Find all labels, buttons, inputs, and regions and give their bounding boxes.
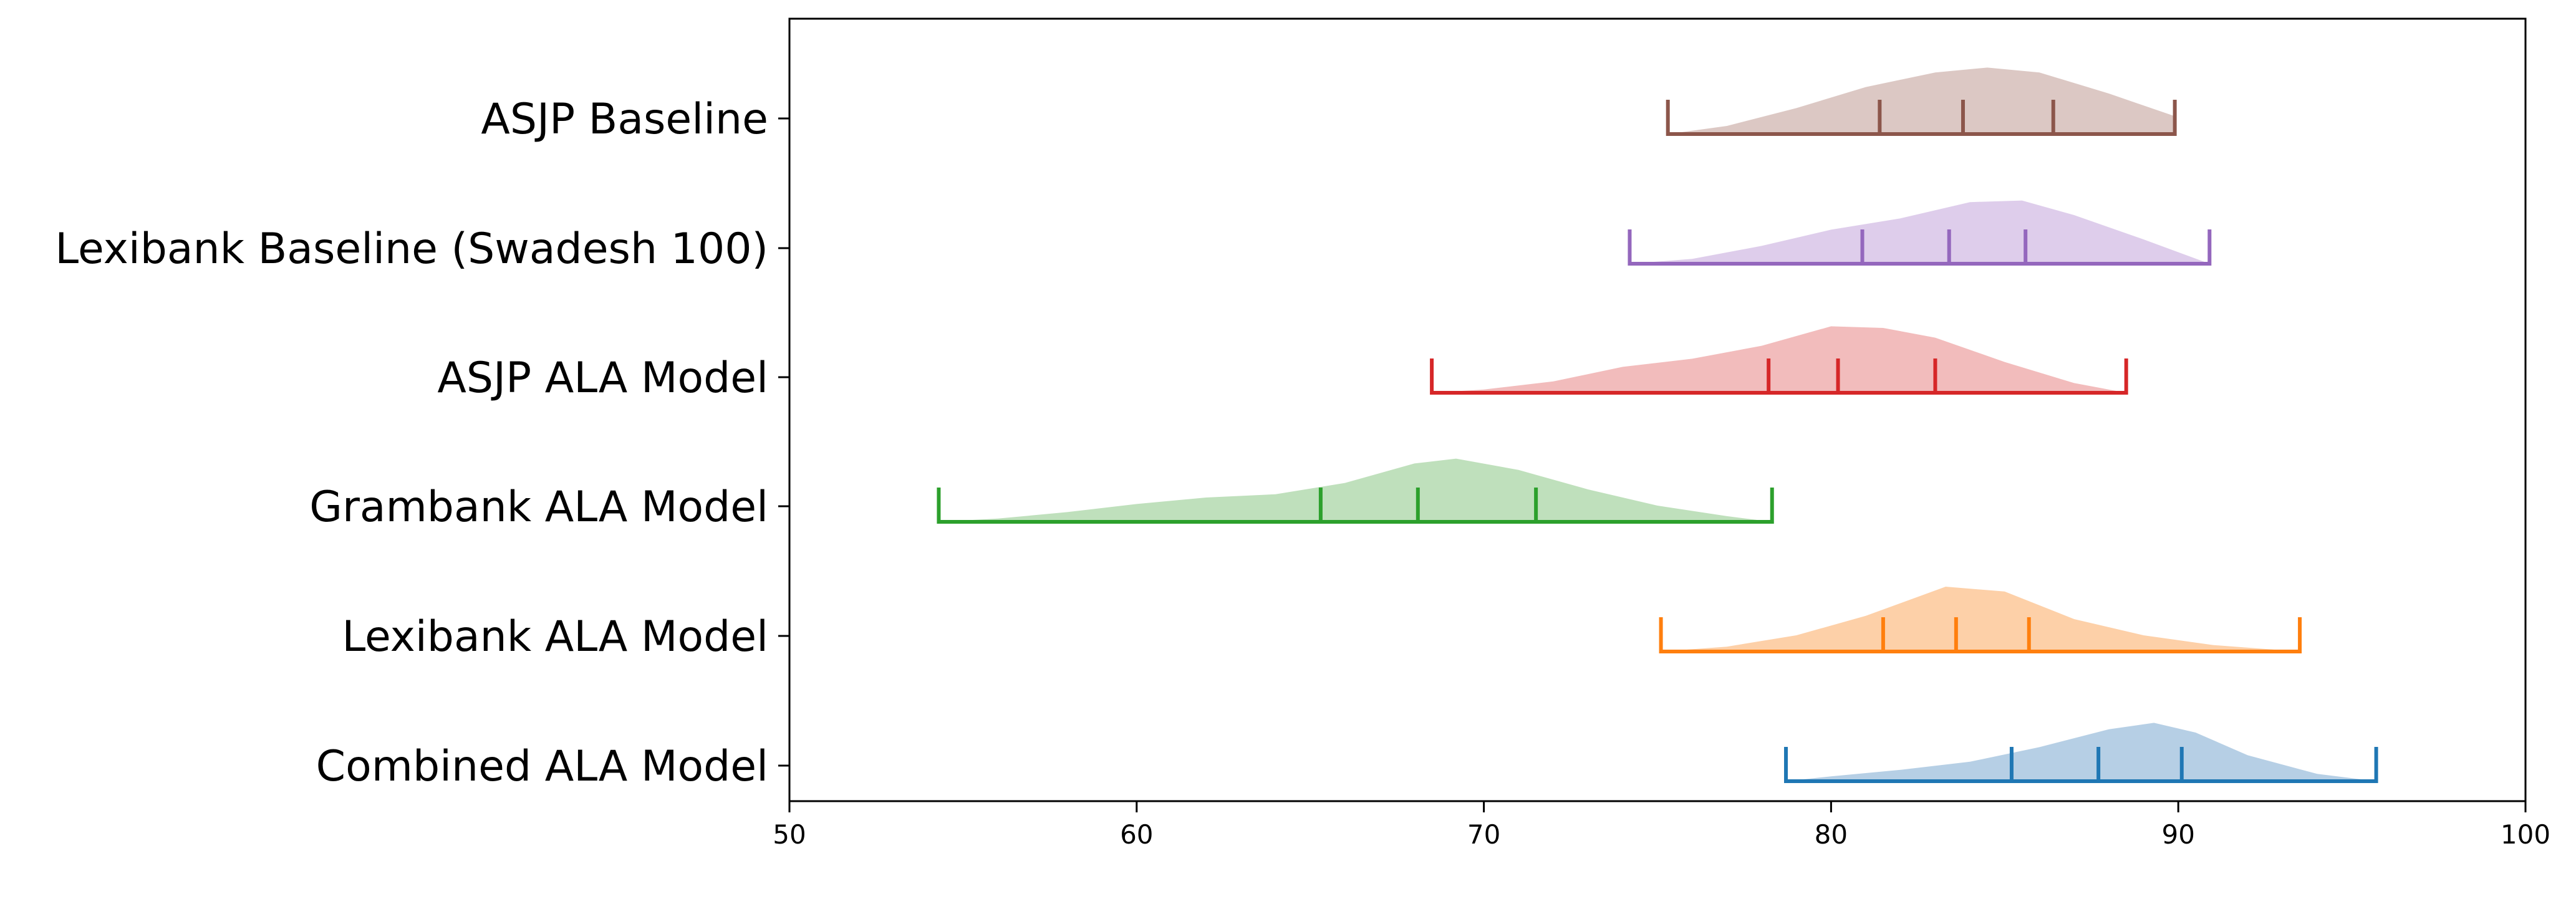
x-tick-label: 90 — [2161, 819, 2194, 850]
y-tick-label: Combined ALA Model — [316, 742, 768, 791]
x-tick-label: 70 — [1467, 819, 1500, 850]
x-tick-label: 80 — [1815, 819, 1848, 850]
violin-3 — [1430, 326, 2128, 395]
x-tick-label: 100 — [2501, 819, 2550, 850]
x-axis: 50 60 70 80 90 100 — [773, 801, 2550, 850]
violin-1 — [1659, 587, 2302, 653]
plot-frame — [788, 17, 2527, 802]
violin-layer — [937, 67, 2378, 783]
violin-5 — [1666, 67, 2177, 136]
violin-body — [1786, 723, 2376, 781]
violin-body — [1667, 67, 2175, 134]
violin-body — [1629, 200, 2210, 264]
violin-body — [1661, 587, 2300, 652]
violin-4 — [1628, 200, 2212, 266]
x-tick-label: 50 — [773, 819, 806, 850]
violin-body — [938, 458, 1772, 522]
y-tick-label: ASJP Baseline — [481, 95, 768, 144]
y-tick-label: Lexibank Baseline (Swadesh 100) — [55, 224, 768, 274]
violin-body — [1432, 326, 2126, 393]
violin-2 — [937, 458, 1774, 524]
y-tick-label: ASJP ALA Model — [437, 354, 768, 403]
violin-0 — [1784, 723, 2378, 783]
y-tick-label: Lexibank ALA Model — [342, 612, 768, 661]
y-tick-label: Grambank ALA Model — [309, 483, 768, 532]
y-axis: Combined ALA Model Lexibank ALA Model Gram… — [55, 95, 789, 791]
x-tick-label: 60 — [1120, 819, 1153, 850]
